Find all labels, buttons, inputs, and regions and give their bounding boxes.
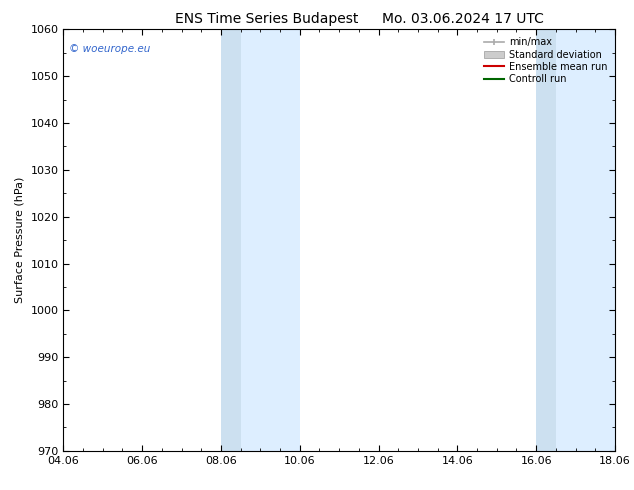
Text: ENS Time Series Budapest: ENS Time Series Budapest (174, 12, 358, 26)
Bar (536, 29, 556, 451)
Text: © woeurope.eu: © woeurope.eu (69, 44, 150, 54)
Text: Mo. 03.06.2024 17 UTC: Mo. 03.06.2024 17 UTC (382, 12, 544, 26)
Bar (241, 29, 300, 451)
Bar (221, 29, 241, 451)
Legend: min/max, Standard deviation, Ensemble mean run, Controll run: min/max, Standard deviation, Ensemble me… (481, 34, 610, 87)
Y-axis label: Surface Pressure (hPa): Surface Pressure (hPa) (15, 177, 25, 303)
Bar (556, 29, 615, 451)
